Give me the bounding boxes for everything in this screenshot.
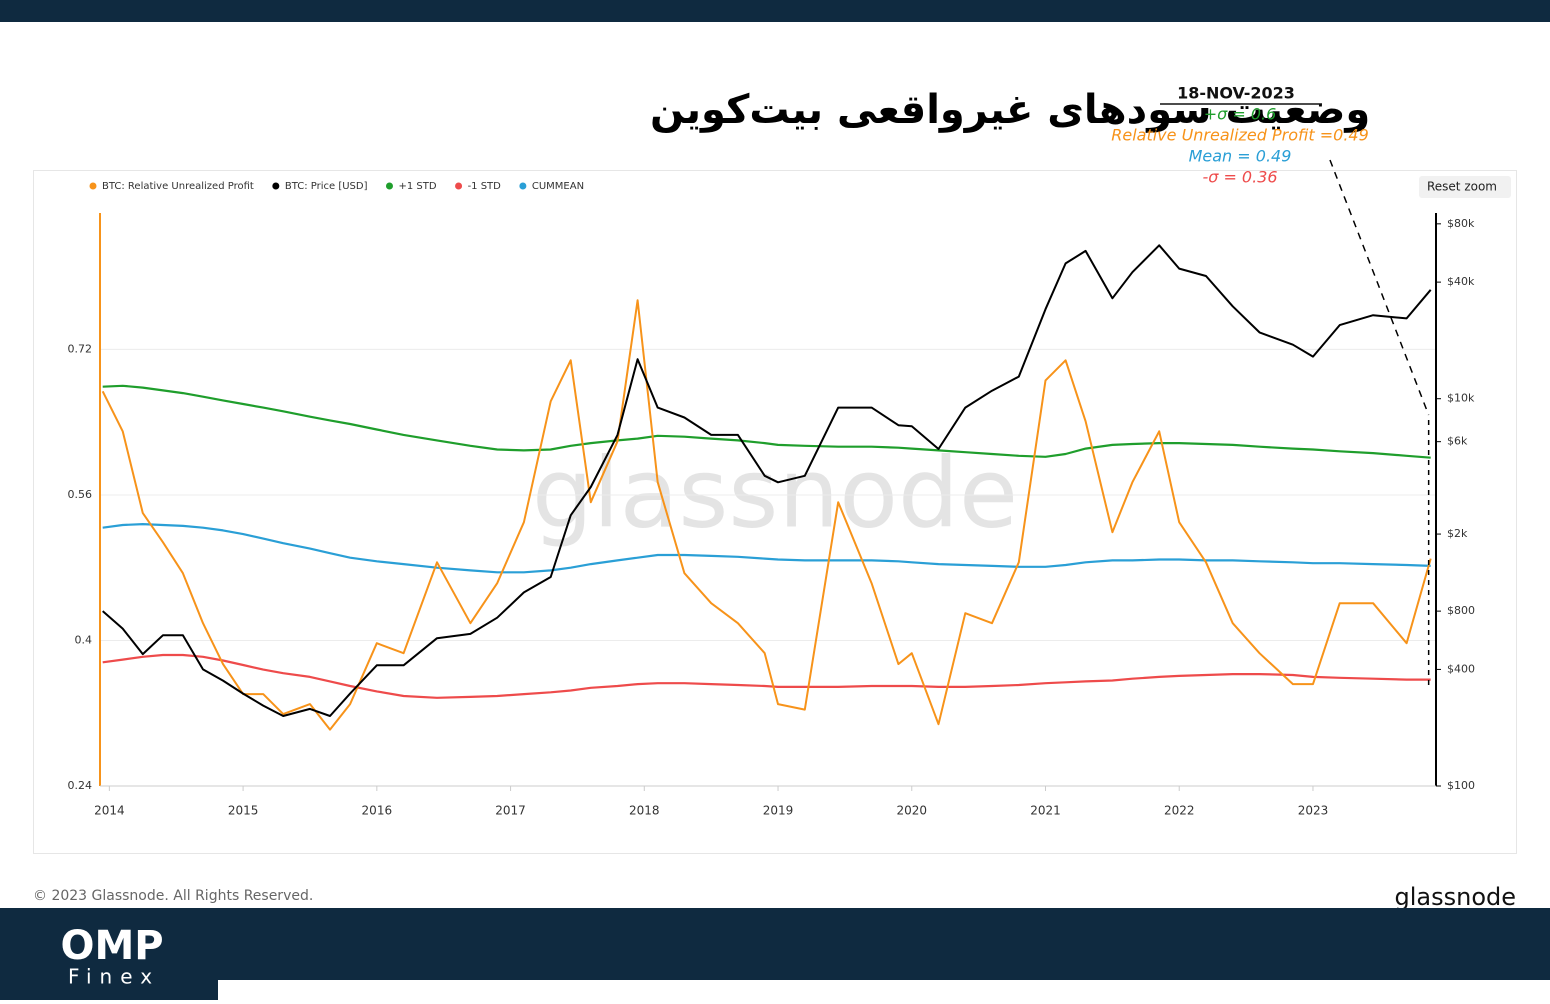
- legend-marker: [385, 182, 393, 190]
- x-tick-label: 2019: [763, 804, 794, 818]
- legend-label: BTC: Price [USD]: [285, 181, 368, 192]
- legend-marker: [89, 182, 97, 190]
- y2-tick-label: $6k: [1447, 435, 1468, 448]
- annotation-date: 18-NOV-2023: [1177, 84, 1295, 103]
- annotation-line: +σ = 0.6: [1204, 105, 1277, 124]
- y-tick-label: 0.4: [75, 633, 93, 646]
- legend-label: +1 STD: [398, 181, 436, 192]
- x-tick-label: 2015: [228, 804, 259, 818]
- x-tick-label: 2014: [94, 804, 125, 818]
- annotation-line: -σ = 0.36: [1202, 168, 1277, 187]
- brand-name: OMP: [60, 923, 163, 969]
- y2-tick-label: $10k: [1447, 392, 1475, 405]
- y2-tick-label: $2k: [1447, 527, 1468, 540]
- y-tick-label: 0.24: [68, 779, 93, 792]
- reset-zoom-button[interactable]: [1419, 176, 1511, 198]
- series-line: [102, 384, 1431, 459]
- y2-tick-label: $400: [1447, 662, 1475, 675]
- series-line: [102, 523, 1431, 574]
- page-title: وضعیت سودهای غیرواقعی بیت‌کوین: [650, 87, 1370, 133]
- annotation-pointer: [1329, 159, 1430, 416]
- bottom-strip: [218, 980, 1550, 1000]
- series-line: [101, 299, 1432, 731]
- x-tick-label: 2021: [1030, 804, 1061, 818]
- x-tick-label: 2017: [495, 804, 526, 818]
- x-tick-label: 2023: [1298, 804, 1329, 818]
- legend-label: BTC: Relative Unrealized Profit: [102, 181, 254, 192]
- watermark: glassnode: [532, 437, 1018, 549]
- legend-label: CUMMEAN: [532, 181, 584, 192]
- y2-tick-label: $100: [1447, 779, 1475, 792]
- annotation-line: Mean = 0.49: [1189, 147, 1292, 166]
- y2-tick-label: $800: [1447, 604, 1475, 617]
- chart-frame: [33, 170, 1517, 854]
- series-line: [102, 244, 1432, 717]
- legend-marker: [272, 182, 280, 190]
- brand-sub: Finex: [68, 965, 160, 989]
- footer-logo: glassnode: [1394, 883, 1516, 911]
- x-tick-label: 2022: [1164, 804, 1195, 818]
- x-tick-label: 2016: [362, 804, 393, 818]
- x-tick-label: 2020: [896, 804, 927, 818]
- y2-tick-label: $40k: [1447, 275, 1475, 288]
- top-bar: [0, 0, 1550, 22]
- y2-tick-label: $80k: [1447, 217, 1475, 230]
- series-line: [102, 653, 1431, 699]
- copyright: © 2023 Glassnode. All Rights Reserved.: [33, 888, 313, 904]
- x-tick-label: 2018: [629, 804, 660, 818]
- reset-zoom-label[interactable]: Reset zoom: [1427, 180, 1497, 194]
- legend-marker: [455, 182, 463, 190]
- y-tick-label: 0.72: [68, 342, 93, 355]
- legend-label: -1 STD: [468, 181, 502, 192]
- legend-marker: [519, 182, 527, 190]
- annotation-line: Relative Unrealized Profit =0.49: [1111, 126, 1369, 145]
- y-tick-label: 0.56: [68, 488, 93, 501]
